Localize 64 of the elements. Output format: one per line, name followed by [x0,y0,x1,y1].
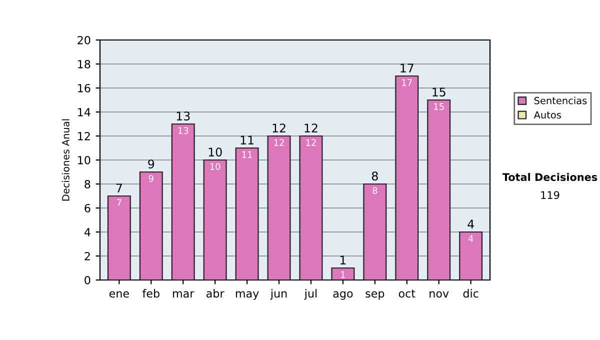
y-tick-label: 16 [78,84,90,92]
y-tick-label: 8 [84,180,90,188]
y-tick-label: 12 [78,132,90,140]
total-label: 7 [116,184,122,192]
legend-label: Sentencias [534,96,587,104]
data-label: 17 [402,79,412,86]
data-label: 15 [434,103,444,110]
total-label: 9 [148,160,154,169]
bar [171,123,195,280]
total-label: 4 [468,220,474,228]
data-label: 4 [468,235,474,242]
bar [267,135,291,280]
text: 119 [541,191,560,200]
y-tick-label: 18 [78,60,90,68]
y-tick-label: 14 [78,108,90,116]
bar [107,195,131,280]
x-tick-label: abr [206,289,224,298]
y-tick-label: 2 [84,252,90,260]
total-label: 12 [272,124,286,132]
x-tick-label: jul [304,289,317,300]
x-tick-label: dic [463,289,478,298]
data-label: 11 [242,151,252,158]
data-label: 12 [274,139,284,146]
total-label: 17 [400,64,414,72]
x-tick-label: oct [398,290,416,298]
x-tick-label: mar [173,291,194,298]
text: Total Decisiones [502,172,598,182]
bar [203,159,227,280]
legend-label: Autos [534,111,561,119]
total-label: 8 [372,172,378,181]
total-label: 12 [304,124,318,132]
bar [235,147,259,280]
y-tick-label: 10 [78,156,90,164]
bar [427,99,451,280]
y-tick-label: 0 [84,276,90,284]
total-label: 11 [240,136,254,144]
data-label: 10 [210,163,220,170]
y-axis-title: Decisiones Anual [62,119,70,201]
total-label: 10 [208,148,222,157]
data-label: 1 [341,271,345,278]
bar [299,135,323,280]
total-label: 13 [176,112,190,121]
x-tick-label: nov [430,291,449,298]
data-label: 12 [306,139,316,146]
x-tick-label: feb [142,289,160,298]
data-label: 8 [372,187,378,194]
x-tick-label: jun [270,289,287,300]
x-tick-label: sep [366,291,384,300]
total-label: 15 [432,88,446,97]
x-tick-label: ago [333,291,353,300]
x-tick-label: ene [109,291,129,298]
bar [459,231,483,280]
bar [363,183,387,280]
data-label: 13 [178,127,188,134]
bar [331,267,355,280]
x-tick-label: may [236,291,259,300]
data-label: 9 [148,175,154,182]
y-tick-label: 6 [84,204,90,212]
bar [139,171,163,280]
bar [395,75,419,280]
y-tick-label: 20 [78,36,90,44]
y-tick-label: 4 [84,228,90,236]
data-label: 7 [117,199,122,206]
total-label: 1 [340,256,346,264]
